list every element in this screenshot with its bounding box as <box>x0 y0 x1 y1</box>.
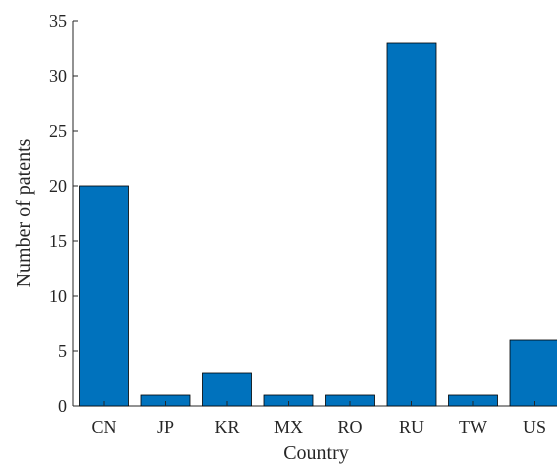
x-tick-label-ro: RO <box>337 417 362 437</box>
bar-us <box>509 339 557 407</box>
bar-ru <box>386 42 437 407</box>
x-axis-ticks: CN JP KR MX RO RU TW US <box>91 401 546 437</box>
x-tick-label-tw: TW <box>459 417 487 437</box>
bar-cn <box>79 185 129 407</box>
x-tick-label-cn: CN <box>91 417 116 437</box>
x-tick-label-us: US <box>523 417 546 437</box>
y-axis-title: Number of patents <box>13 138 35 287</box>
x-tick-label-mx: MX <box>274 417 303 437</box>
y-tick-label: 15 <box>49 231 67 251</box>
bars-group <box>79 42 557 407</box>
y-tick-label: 0 <box>58 396 67 416</box>
y-tick-label: 20 <box>49 176 67 196</box>
y-axis-ticks: 0 5 10 15 20 25 30 35 <box>49 11 78 416</box>
y-tick-label: 30 <box>49 66 67 86</box>
y-tick-label: 10 <box>49 286 67 306</box>
x-tick-label-kr: KR <box>214 417 239 437</box>
x-axis-title: Country <box>283 442 349 464</box>
bar-kr <box>202 372 252 407</box>
y-tick-label: 5 <box>58 341 67 361</box>
y-tick-label: 35 <box>49 11 67 31</box>
x-tick-label-jp: JP <box>157 417 174 437</box>
x-tick-label-ru: RU <box>399 417 424 437</box>
y-tick-label: 25 <box>49 121 67 141</box>
axes <box>72 21 557 407</box>
